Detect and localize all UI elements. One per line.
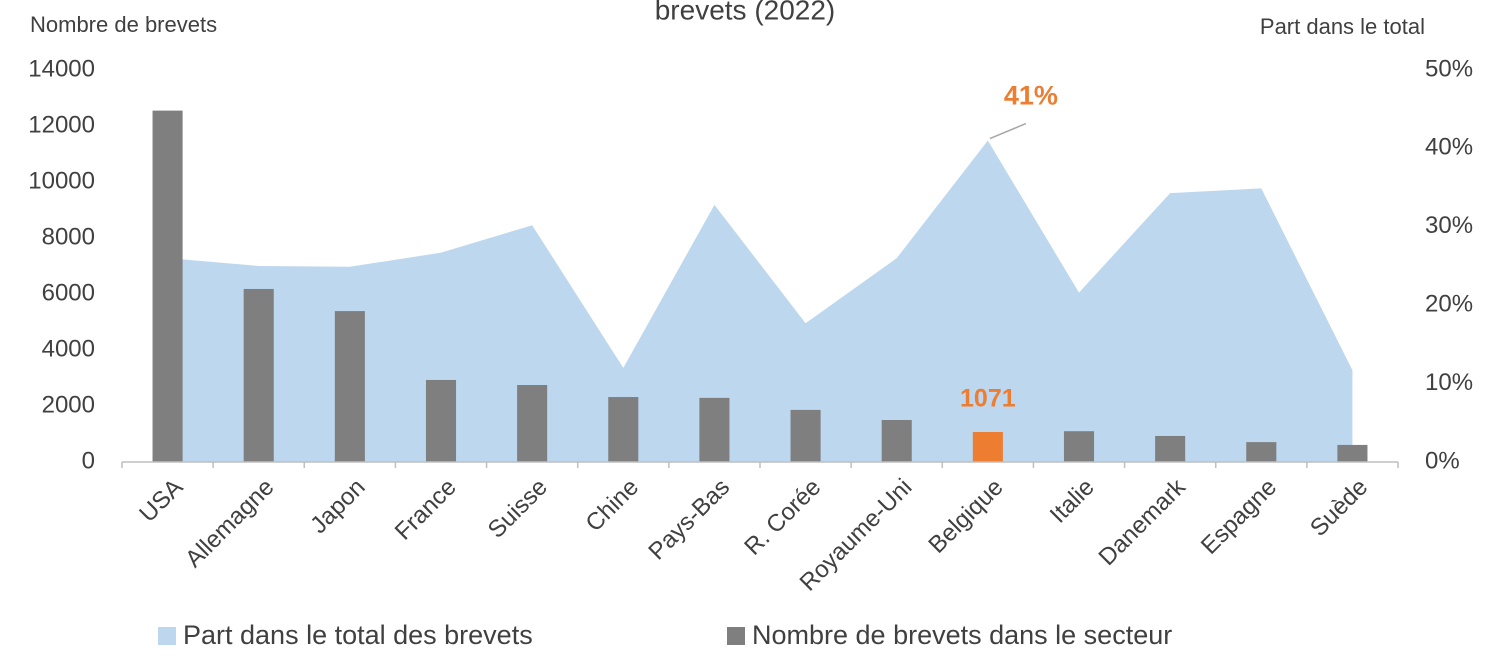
y-tick-label: 8000 — [42, 223, 95, 250]
bar — [699, 397, 730, 462]
y2-axis-title: Part dans le total — [1260, 14, 1425, 39]
y-axis-title: Nombre de brevets — [30, 12, 217, 37]
x-tick-label: USA — [134, 474, 188, 528]
y2-tick-label: 40% — [1425, 134, 1473, 161]
bar — [972, 432, 1003, 462]
y2-tick-label: 30% — [1425, 212, 1473, 239]
x-tick-label: Danemark — [1093, 473, 1191, 571]
y2-tick-label: 10% — [1425, 369, 1473, 396]
bar — [790, 409, 821, 462]
y-tick-label: 14000 — [28, 55, 95, 82]
data-label: 41% — [1004, 81, 1058, 111]
legend-label: Nombre de brevets dans le secteur — [752, 620, 1172, 650]
legend-swatch — [158, 627, 176, 645]
x-tick-label: Japon — [305, 474, 370, 539]
bar — [425, 379, 457, 462]
x-tick-label: Pays-Bas — [643, 474, 735, 566]
x-tick-label: Chine — [581, 474, 644, 537]
bar — [608, 397, 639, 462]
bar — [1246, 442, 1277, 462]
y2-tick-label: 20% — [1425, 291, 1473, 318]
x-tick-label: Allemagne — [180, 474, 279, 573]
bar — [152, 110, 183, 462]
x-tick-label: Suisse — [483, 474, 553, 544]
bar — [1063, 431, 1095, 462]
data-label: 1071 — [960, 385, 1016, 413]
bar — [1155, 435, 1186, 462]
y-tick-label: 0 — [82, 447, 95, 474]
legend-label: Part dans le total des brevets — [183, 620, 533, 650]
bar — [243, 288, 274, 462]
x-tick-label: France — [390, 474, 462, 546]
y-tick-label: 2000 — [42, 391, 95, 418]
x-tick-label: Italie — [1045, 474, 1100, 529]
bar — [334, 311, 365, 462]
chart-title: brevets (2022) — [655, 0, 836, 25]
leader-line — [989, 122, 1027, 140]
area — [167, 140, 1353, 462]
x-tick-label: Espagne — [1196, 474, 1282, 560]
y-tick-label: 10000 — [28, 167, 95, 194]
bar — [881, 420, 912, 462]
y2-tick-label: 50% — [1425, 55, 1473, 82]
bar — [1337, 444, 1368, 462]
bar — [517, 385, 548, 462]
y-tick-label: 4000 — [42, 335, 95, 362]
y2-tick-label: 0% — [1425, 447, 1460, 474]
x-tick-label: Suède — [1305, 474, 1373, 542]
x-tick-label: R. Corée — [739, 474, 826, 561]
legend-swatch — [727, 627, 745, 645]
y-tick-label: 6000 — [42, 279, 95, 306]
y-tick-label: 12000 — [28, 111, 95, 138]
x-tick-label: Belgique — [923, 474, 1008, 559]
